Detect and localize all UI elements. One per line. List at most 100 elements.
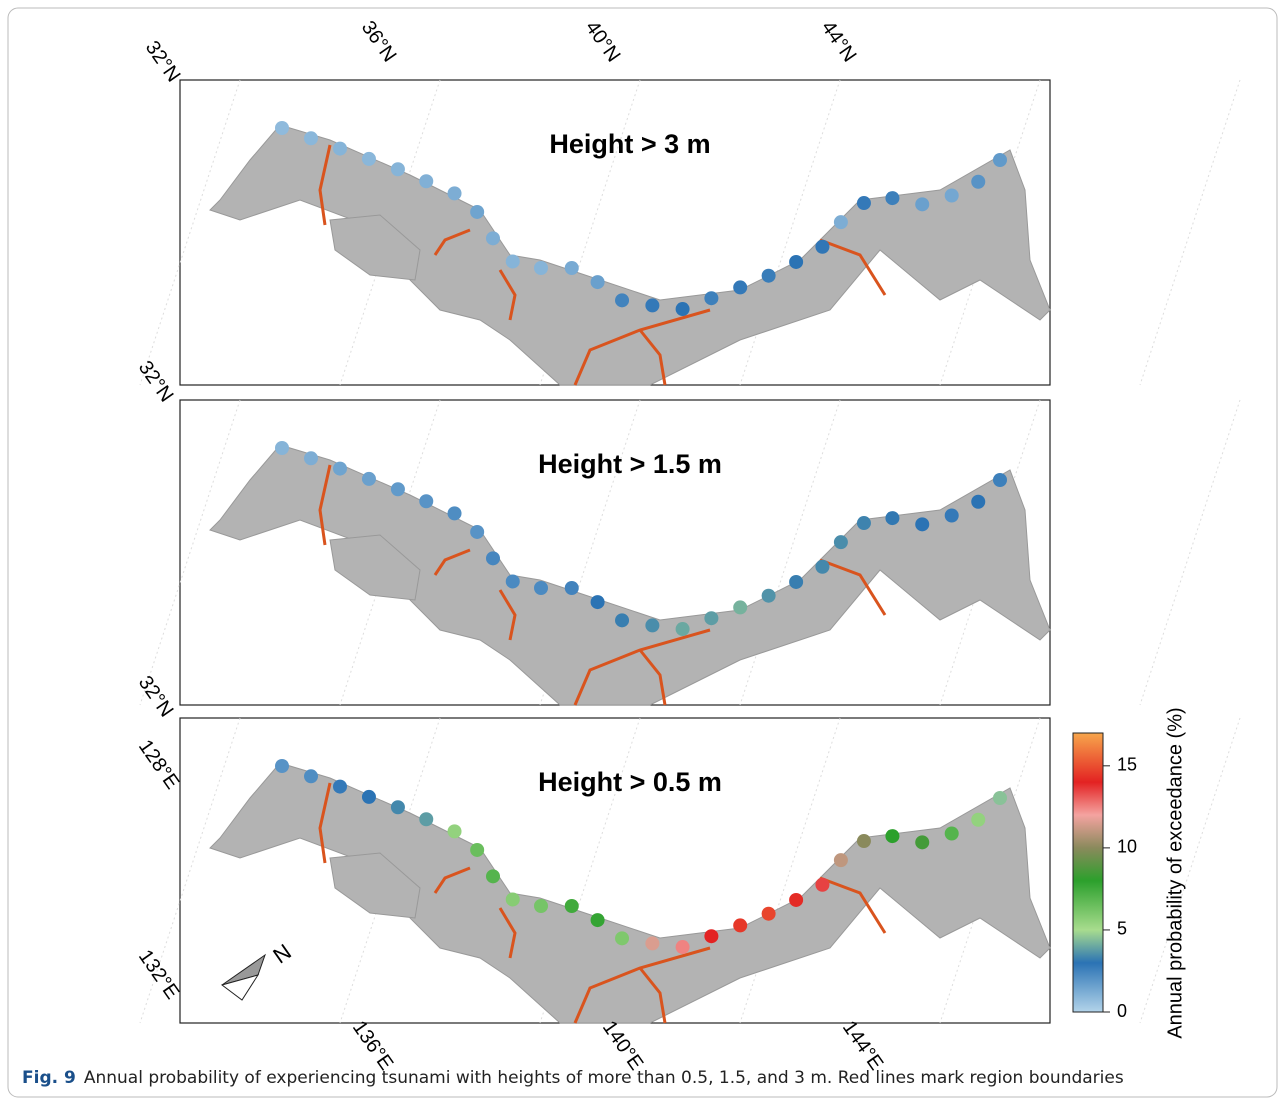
site-dot — [945, 826, 959, 840]
site-dot — [362, 152, 376, 166]
site-dot — [645, 618, 659, 632]
map-panel: Height > 3 m — [140, 80, 1240, 385]
site-dot — [333, 462, 347, 476]
site-dot — [885, 191, 899, 205]
lat-label: 44°N — [817, 17, 861, 66]
site-dot — [419, 174, 433, 188]
lon-label: 132°E — [134, 946, 183, 1003]
site-dot — [506, 574, 520, 588]
site-dot — [362, 472, 376, 486]
lat-label: 32°N — [134, 357, 178, 406]
colorbar-tick-label: 0 — [1117, 1001, 1127, 1021]
panel-title: Height > 0.5 m — [538, 767, 722, 797]
site-dot — [704, 291, 718, 305]
site-dot — [676, 940, 690, 954]
site-dot — [885, 511, 899, 525]
lon-label: 136°E — [348, 1017, 397, 1074]
site-dot — [645, 936, 659, 950]
figure: Height > 3 m Height > 1.5 m Height > 0.5 m… — [0, 0, 1285, 1103]
caption-text: Annual probability of experiencing tsuna… — [84, 1068, 1124, 1088]
site-dot — [615, 613, 629, 627]
site-dot — [534, 899, 548, 913]
colorbar-tick-label: 15 — [1117, 755, 1137, 775]
site-dot — [419, 812, 433, 826]
site-dot — [733, 918, 747, 932]
site-dot — [676, 622, 690, 636]
site-dot — [834, 215, 848, 229]
site-dot — [762, 269, 776, 283]
site-dot — [993, 473, 1007, 487]
colorbar-tick-label: 5 — [1117, 919, 1127, 939]
site-dot — [885, 829, 899, 843]
site-dot — [733, 280, 747, 294]
lon-label: 140°E — [598, 1017, 647, 1074]
site-dot — [676, 302, 690, 316]
site-dot — [470, 205, 484, 219]
lon-label: 128°E — [134, 736, 183, 793]
site-dot — [470, 525, 484, 539]
lat-label: 36°N — [357, 17, 401, 66]
site-dot — [704, 611, 718, 625]
site-dot — [534, 261, 548, 275]
site-dot — [762, 589, 776, 603]
map-panel: Height > 1.5 m — [140, 400, 1240, 705]
site-dot — [304, 769, 318, 783]
site-dot — [391, 800, 405, 814]
site-dot — [789, 893, 803, 907]
site-dot — [448, 824, 462, 838]
caption-label: Fig. 9 — [22, 1068, 76, 1088]
site-dot — [915, 517, 929, 531]
site-dot — [486, 231, 500, 245]
site-dot — [419, 494, 433, 508]
site-dot — [486, 869, 500, 883]
site-dot — [834, 535, 848, 549]
site-dot — [993, 791, 1007, 805]
site-dot — [275, 121, 289, 135]
site-dot — [834, 853, 848, 867]
site-dot — [615, 293, 629, 307]
site-dot — [565, 581, 579, 595]
site-dot — [971, 495, 985, 509]
panel-title: Height > 3 m — [549, 129, 710, 159]
site-dot — [704, 929, 718, 943]
site-dot — [275, 759, 289, 773]
site-dot — [815, 560, 829, 574]
colorbar-tick-label: 10 — [1117, 837, 1137, 857]
site-dot — [789, 575, 803, 589]
site-dot — [304, 131, 318, 145]
site-dot — [815, 878, 829, 892]
lat-label: 32°N — [134, 672, 178, 721]
panel-title: Height > 1.5 m — [538, 449, 722, 479]
site-dot — [971, 175, 985, 189]
site-dot — [470, 843, 484, 857]
site-dot — [733, 600, 747, 614]
site-dot — [275, 441, 289, 455]
page: {"figure": { "panels": [ {"title": "Heig… — [0, 0, 1285, 1103]
site-dot — [591, 913, 605, 927]
site-dot — [486, 551, 500, 565]
site-dot — [789, 255, 803, 269]
site-dot — [506, 892, 520, 906]
site-dot — [333, 142, 347, 156]
site-dot — [815, 240, 829, 254]
site-dot — [304, 451, 318, 465]
site-dot — [971, 813, 985, 827]
graticule — [1140, 718, 1240, 1023]
lat-label: 32°N — [141, 37, 185, 86]
site-dot — [448, 186, 462, 200]
graticule — [1140, 80, 1240, 385]
site-dot — [391, 482, 405, 496]
lat-label: 40°N — [581, 17, 625, 66]
colorbar — [1073, 733, 1103, 1012]
site-dot — [534, 581, 548, 595]
site-dot — [615, 931, 629, 945]
site-dot — [645, 298, 659, 312]
site-dot — [762, 907, 776, 921]
site-dot — [945, 188, 959, 202]
site-dot — [362, 790, 376, 804]
lon-label: 144°E — [838, 1017, 887, 1074]
site-dot — [333, 780, 347, 794]
site-dot — [993, 153, 1007, 167]
site-dot — [506, 254, 520, 268]
site-dot — [857, 196, 871, 210]
